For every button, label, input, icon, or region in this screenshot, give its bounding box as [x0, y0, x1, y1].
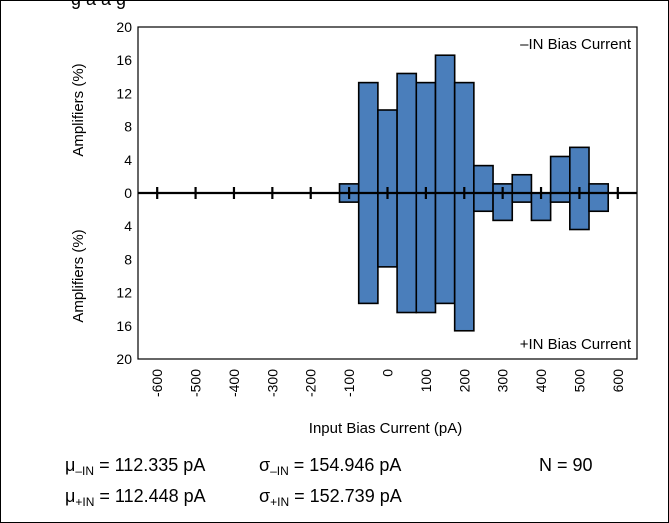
bar-minus-in: [549, 155, 571, 194]
bar-minus-in: [569, 146, 590, 194]
sigma-minus-in-value: = 154.946 pA: [288, 455, 402, 475]
sigma-plus-in-stat: σ+IN = 152.739 pA: [259, 486, 402, 509]
x-tick-label: -200: [303, 369, 319, 397]
y-tick-label-top: 12: [116, 85, 132, 101]
y-axis-title-bottom: Amplifiers (%): [70, 229, 87, 322]
sigma-minus-in-subscript: –IN: [270, 464, 289, 478]
bar-plus-in: [357, 192, 379, 305]
legend-plus-in: +IN Bias Current: [520, 336, 632, 353]
mu-plus-in-stat: μ+IN = 112.448 pA: [65, 486, 206, 509]
sigma-plus-in-value: = 152.739 pA: [289, 486, 402, 506]
figure-title-fragment: g a a g: [71, 1, 126, 10]
bar-minus-in: [415, 81, 437, 194]
y-tick-label-bottom: 20: [116, 351, 132, 367]
bar-minus-in: [453, 81, 475, 194]
x-tick-label: -500: [188, 369, 204, 397]
bar-minus-in: [396, 72, 418, 194]
bar-minus-in: [377, 109, 398, 194]
x-tick-label: 300: [495, 369, 511, 393]
x-tick-label: 100: [418, 369, 434, 393]
mu-plus-in-value: = 112.448 pA: [94, 486, 206, 506]
sigma-plus-in-subscript: +IN: [270, 495, 290, 509]
y-tick-label-top: 20: [116, 19, 132, 35]
x-tick-label: 500: [571, 369, 587, 393]
y-tick-label-top: 16: [116, 52, 132, 68]
x-tick-label: 0: [380, 369, 396, 377]
bar-plus-in: [588, 192, 610, 213]
x-tick-label: -300: [264, 369, 280, 397]
y-axis-title-top: Amplifiers (%): [70, 63, 87, 156]
sample-count-stat: N = 90: [539, 455, 593, 475]
mu-symbol: μ: [65, 486, 76, 506]
mu-minus-in-value: = 112.335 pA: [94, 455, 206, 475]
bar-minus-in: [434, 54, 456, 194]
bar-minus-in: [357, 81, 379, 194]
bar-plus-in: [377, 192, 398, 268]
mu-symbol: μ: [65, 455, 76, 475]
x-tick-label: 600: [610, 369, 626, 393]
bar-plus-in: [511, 192, 533, 203]
mu-plus-in-subscript: +IN: [75, 495, 95, 509]
mu-minus-in-stat: μ–IN = 112.335 pA: [65, 455, 205, 478]
y-tick-label-top: 4: [124, 152, 132, 168]
bar-minus-in: [511, 173, 533, 194]
bar-plus-in: [453, 192, 475, 332]
sigma-symbol: σ: [259, 486, 271, 506]
y-tick-label-bottom: 12: [116, 285, 132, 301]
x-tick-label: 400: [533, 369, 549, 393]
sigma-minus-in-stat: σ–IN = 154.946 pA: [259, 455, 401, 478]
y-tick-label-bottom: 16: [116, 318, 132, 334]
x-tick-label: 200: [456, 369, 472, 393]
bar-minus-in: [588, 183, 610, 194]
y-tick-label-bottom: 8: [124, 251, 132, 267]
x-tick-label: -100: [341, 369, 357, 397]
x-tick-label: -600: [149, 369, 165, 397]
x-axis-title: Input Bias Current (pA): [309, 420, 462, 437]
y-tick-label-bottom: 4: [124, 218, 132, 234]
bar-minus-in: [473, 164, 494, 194]
bar-plus-in: [396, 192, 418, 314]
bar-plus-in: [549, 192, 571, 203]
bar-plus-in: [415, 192, 437, 314]
bar-plus-in: [434, 192, 456, 305]
sigma-symbol: σ: [259, 455, 271, 475]
y-tick-label-top: 8: [124, 119, 132, 135]
mu-minus-in-subscript: –IN: [75, 464, 95, 478]
x-tick-label: -400: [226, 369, 242, 397]
y-tick-label-top: 0: [124, 185, 132, 201]
bar-plus-in: [473, 192, 494, 213]
legend-minus-in: –IN Bias Current: [520, 36, 632, 53]
